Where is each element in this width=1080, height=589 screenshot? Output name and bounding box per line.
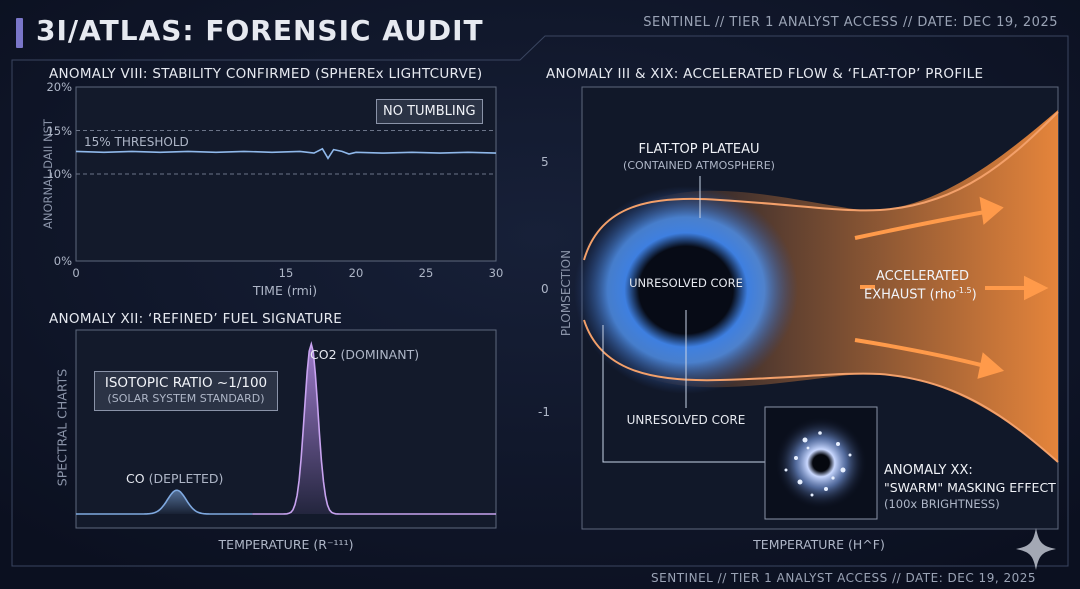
exhaust-label-close: ) (971, 287, 977, 303)
co2-peak-area (252, 344, 496, 514)
inset-line-3: (100x BRIGHTNESS) (884, 497, 1000, 511)
lightcurve-x-axis-label: TIME (rmi) (252, 283, 318, 298)
lightcurve-x-tick: 20 (348, 266, 364, 280)
exhaust-arrow-upper (854, 210, 986, 240)
header-meta: SENTINEL // TIER 1 ANALYST ACCESS // DAT… (643, 15, 1058, 30)
exhaust-label-2: EXHAUST (rho-1.5) (864, 286, 977, 302)
co2-peak-label: CO2 (DOMINANT) (310, 347, 419, 362)
flow-y-tick-neg1: -1 (538, 405, 550, 419)
lightcurve-x-tick: 15 (278, 266, 294, 280)
swarm-ring (775, 417, 867, 509)
co-peak-note: (DEPLETED) (148, 471, 224, 486)
co2-peak-note: (DOMINANT) (340, 347, 420, 362)
spectrum-title: ANOMALY XII: ‘REFINED’ FUEL SIGNATURE (49, 311, 343, 327)
lightcurve-x-tick: 0 (72, 266, 80, 280)
core-label: UNRESOLVED CORE (629, 276, 743, 290)
unresolved-core (574, 186, 798, 394)
outer-frame (11, 35, 1069, 567)
flow-y-tick-0: 0 (541, 282, 549, 296)
lightcurve-title: ANOMALY VIII: STABILITY CONFIRMED (SPHER… (49, 66, 483, 82)
footer-meta: SENTINEL // TIER 1 ANALYST ACCESS // DAT… (651, 571, 1036, 585)
exhaust-exponent: -1.5 (956, 286, 972, 295)
plateau-sub-label: (CONTAINED ATMOSPHERE) (623, 159, 775, 172)
sparkle-icon (1016, 528, 1056, 570)
core-label-lower: UNRESOLVED CORE (626, 413, 746, 427)
co-peak-label: CO (DEPLETED) (126, 471, 223, 486)
flow-y-axis-label: PLOMSECTION (559, 249, 573, 337)
co-peak-area (76, 490, 253, 514)
exhaust-arrows (854, 196, 1049, 379)
isotopic-ratio-box: ISOTOPIC RATIO ~1/100 (SOLAR SYSTEM STAN… (94, 371, 278, 411)
lightcurve-y-tick: 15% (46, 123, 72, 138)
exhaust-arrow-lower-head (977, 352, 1005, 379)
plateau-lower-boundary (583, 319, 1059, 463)
isotopic-ratio-label: ISOTOPIC RATIO ~1/100 (104, 375, 268, 391)
threshold-label: 15% THRESHOLD (84, 135, 189, 149)
flow-title: ANOMALY III & XIX: ACCELERATED FLOW & ‘F… (546, 66, 984, 82)
inset-line-2: "SWARM" MASKING EFFECT (884, 480, 1056, 495)
co2-spectrum-line (252, 340, 496, 515)
exhaust-label-main: EXHAUST (rho (864, 287, 957, 303)
lightcurve-y-tick: 20% (46, 80, 72, 94)
lightcurve-x-tick: 25 (418, 266, 434, 280)
no-tumbling-badge: NO TUMBLING (376, 99, 483, 124)
exhaust-arrow-upper-head (979, 196, 1004, 225)
page-title: 3I/ATLAS: FORENSIC AUDIT (36, 14, 484, 47)
inset-title: ANOMALY XX: (884, 463, 973, 478)
flow-x-axis-label: TEMPERATURE (H^F) (753, 537, 885, 552)
plateau-upper-boundary (583, 111, 1059, 261)
lightcurve-x-tick: 30 (488, 266, 504, 280)
swarm-particles (784, 431, 852, 497)
lightcurve-y-tick: 0% (53, 254, 72, 268)
spectrum-y-axis-label: SPECTRAL CHARTS (54, 368, 70, 487)
lightcurve-axes (76, 130, 496, 175)
isotopic-ratio-sub: (SOLAR SYSTEM STANDARD) (107, 392, 265, 405)
exhaust-label: ACCELERATED (876, 269, 970, 284)
lightcurve-y-tick: 10% (46, 167, 72, 181)
flow-y-tick-5: 5 (541, 155, 549, 169)
co-peak-name: CO (126, 471, 145, 486)
title-accent-bar (16, 18, 23, 48)
plateau-label: FLAT-TOP PLATEAU (638, 142, 760, 157)
inset-leader-line (602, 325, 768, 463)
spectrum-x-axis-label: TEMPERATURE (R⁻¹¹¹) (218, 537, 354, 552)
spectrum-plot-area (75, 329, 497, 529)
exhaust-arrow-middle-head (1024, 275, 1049, 301)
co2-peak-name: CO2 (310, 347, 337, 362)
lightcurve-series-line (75, 147, 497, 160)
co-spectrum-line (76, 489, 253, 515)
exhaust-arrow-lower (854, 338, 986, 368)
